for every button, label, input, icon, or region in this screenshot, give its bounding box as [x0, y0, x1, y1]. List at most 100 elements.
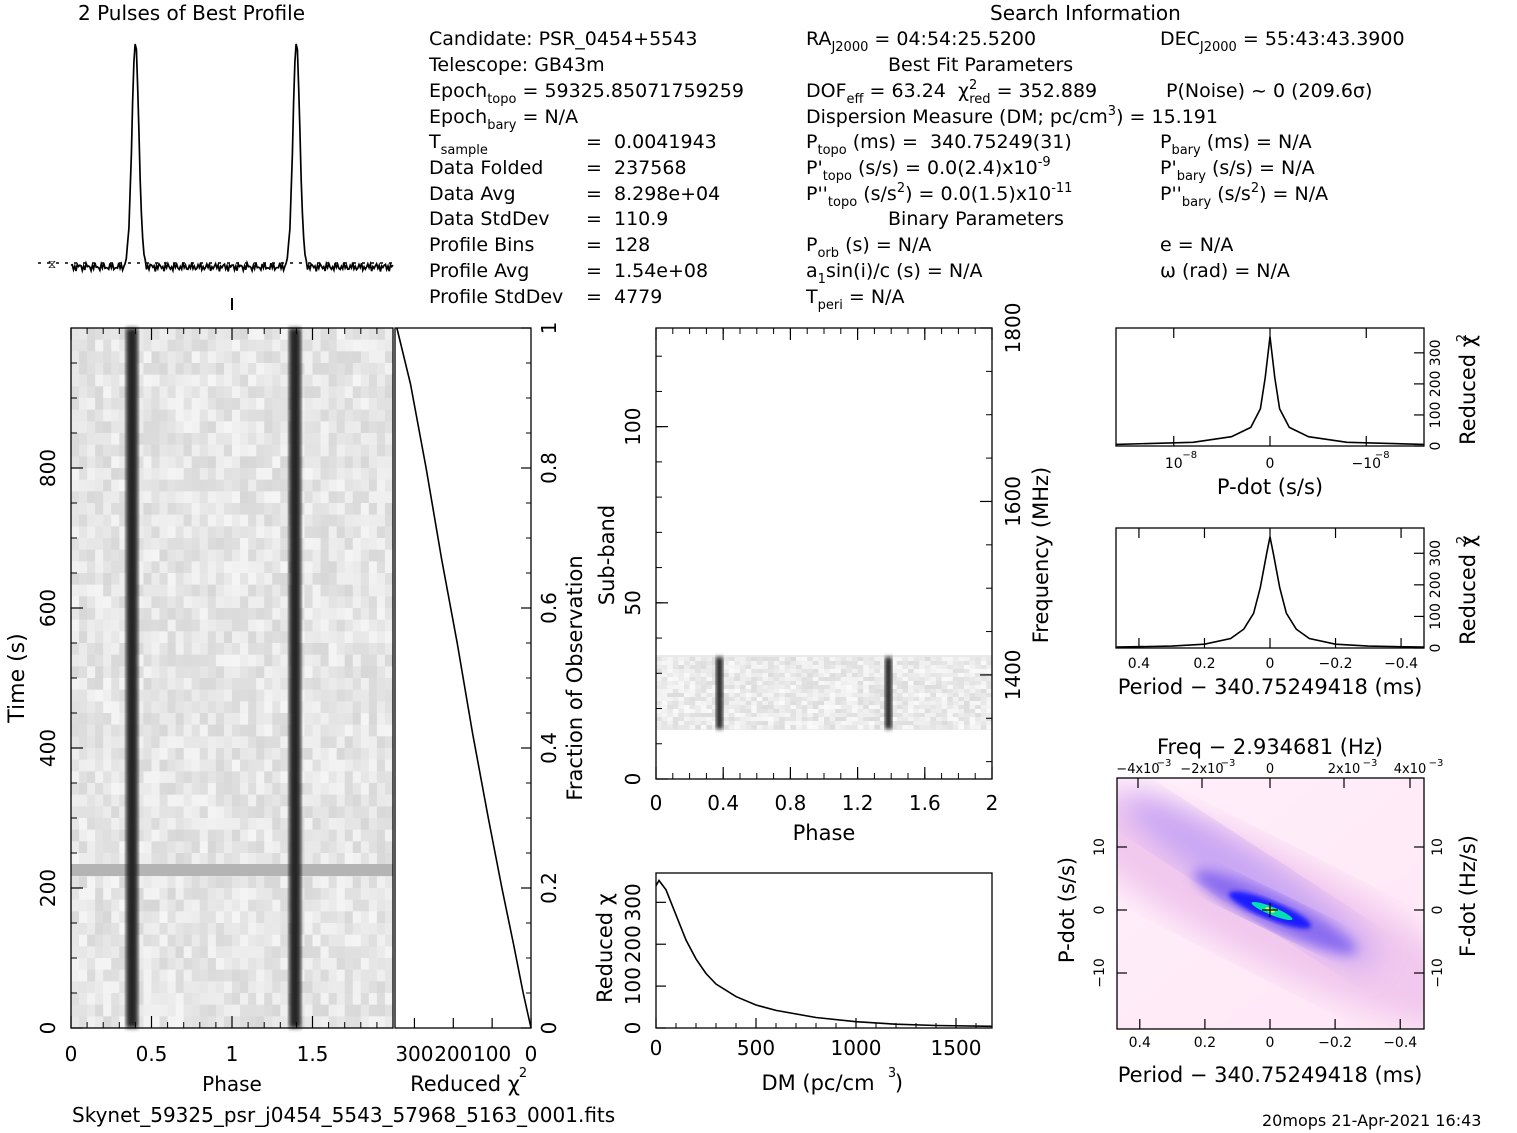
time-phase-cell — [207, 899, 217, 912]
subband-cell — [656, 657, 662, 662]
time-phase-cell — [280, 503, 289, 516]
time-phase-cell — [215, 654, 225, 667]
time-phase-cell — [320, 736, 330, 749]
time-phase-cell — [119, 958, 128, 971]
time-phase-cell — [71, 829, 80, 842]
time-phase-cell — [207, 759, 217, 772]
time-phase-cell — [175, 888, 185, 901]
time-phase-cell — [207, 596, 217, 609]
subband-cell — [756, 697, 763, 702]
time-phase-cell — [135, 981, 144, 994]
time-phase-cell — [376, 946, 386, 959]
time-phase-cell — [336, 421, 346, 434]
time-phase-cell — [248, 549, 257, 562]
time-phase-cell — [183, 713, 193, 726]
subband-cell — [661, 717, 668, 722]
time-phase-cell — [376, 514, 386, 527]
time-phase-cell — [256, 841, 265, 854]
time-phase-cell — [376, 899, 386, 912]
time-phase-cell — [135, 759, 144, 772]
subband-cell — [986, 721, 993, 726]
time-phase-cell — [111, 689, 120, 702]
time-phase-cell — [240, 853, 249, 866]
time-phase-cell — [175, 561, 185, 574]
subband-cell — [829, 677, 836, 682]
time-phase-cell — [135, 608, 144, 621]
time-phase-cell — [183, 701, 193, 714]
time-phase-cell — [360, 643, 370, 656]
subband-cell — [807, 681, 814, 686]
time-phase-cell — [360, 783, 370, 796]
time-phase-cell — [103, 806, 112, 819]
time-phase-cell — [199, 619, 209, 632]
time-phase-cell — [248, 1016, 257, 1029]
time-phase-cell — [199, 631, 209, 644]
subband-cell — [712, 673, 718, 678]
time-phase-cell — [256, 596, 265, 609]
time-phase-cell — [103, 748, 112, 761]
time-phase-cell — [240, 514, 249, 527]
subband-cell — [913, 665, 920, 670]
time-phase-cell — [264, 328, 273, 341]
subband-cell — [829, 725, 836, 730]
subband-cell — [700, 681, 707, 686]
time-phase-cell — [248, 631, 257, 644]
time-phase-cell — [175, 899, 185, 912]
subband-cell — [712, 705, 718, 710]
time-phase-cell — [135, 783, 144, 796]
time-phase-cell — [256, 713, 265, 726]
time-phase-cell — [103, 444, 112, 457]
subband-cell — [846, 681, 853, 686]
subband-cell — [840, 657, 847, 662]
time-phase-cell — [272, 503, 281, 516]
time-phase-cell — [240, 491, 249, 504]
time-phase-cell — [143, 549, 152, 562]
profile-bins-value: = 128 — [586, 234, 651, 256]
time-phase-cell — [368, 736, 378, 749]
subband-cell — [829, 697, 836, 702]
time-phase-cell — [199, 993, 209, 1006]
time-phase-cell — [344, 794, 354, 807]
time-phase-cell — [352, 339, 362, 352]
time-phase-cell — [175, 818, 185, 831]
time-phase-cell — [336, 829, 346, 842]
subband-cell — [902, 709, 909, 714]
subband-cell — [768, 701, 774, 706]
subband-cell — [661, 701, 668, 706]
time-phase-cell — [264, 503, 273, 516]
time-phase-cell — [384, 841, 394, 854]
time-phase-cell — [111, 911, 120, 924]
time-phase-cell — [280, 549, 289, 562]
time-phase-cell — [312, 654, 322, 667]
time-phase-cell — [135, 433, 144, 446]
time-phase-cell — [336, 526, 346, 539]
subband-cell — [919, 681, 926, 686]
subband-cell — [964, 677, 970, 682]
subband-cell — [952, 661, 959, 666]
time-phase-cell — [111, 619, 120, 632]
subband-cell — [980, 665, 987, 670]
time-phase-cell — [328, 829, 338, 842]
time-phase-cell — [336, 806, 346, 819]
subband-cell — [947, 701, 954, 706]
time-phase-cell — [280, 421, 289, 434]
time-phase-cell — [320, 573, 330, 586]
time-phase-cell — [207, 689, 217, 702]
time-phase-cell — [264, 794, 273, 807]
time-phase-cell — [151, 1004, 161, 1017]
subband-cell — [840, 677, 847, 682]
subband-cell — [751, 709, 758, 714]
time-phase-cell — [111, 526, 120, 539]
time-phase-cell — [336, 946, 346, 959]
subband-cell — [952, 657, 959, 662]
time-phase-cell — [199, 841, 209, 854]
subband-cell — [824, 661, 830, 666]
time-phase-cell — [159, 421, 169, 434]
time-phase-cell — [87, 1004, 96, 1017]
time-phase-cell — [87, 561, 96, 574]
time-phase-cell — [352, 876, 362, 889]
subband-cell — [745, 693, 752, 698]
subband-cell — [661, 693, 668, 698]
time-phase-cell — [368, 724, 378, 737]
subband-cell — [762, 693, 769, 698]
